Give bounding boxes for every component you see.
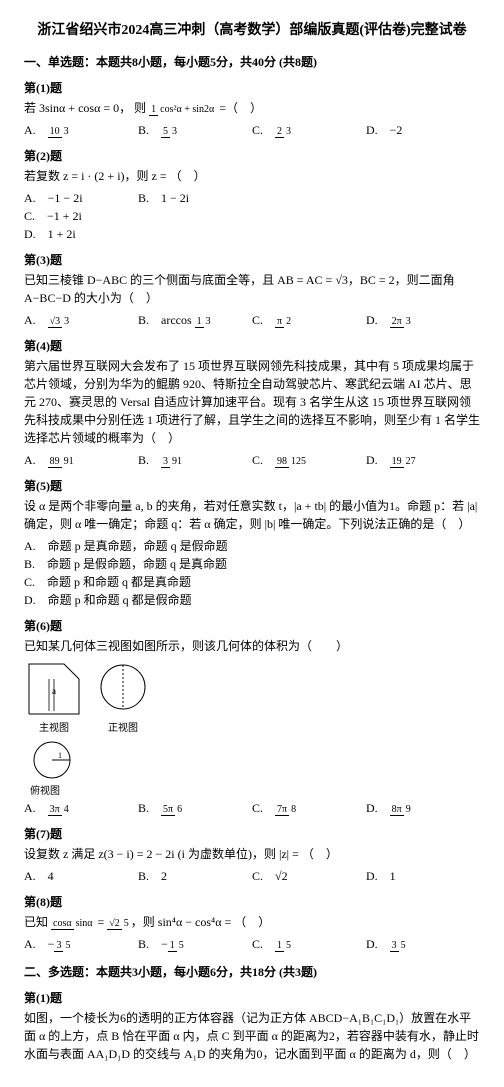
q7-opt-c: C. √2 bbox=[252, 867, 366, 885]
q3-opt-d: D. 2π3 bbox=[366, 311, 480, 329]
q1-opt-c: C. 23 bbox=[252, 121, 366, 139]
q8-opt-c: C. 15 bbox=[252, 935, 366, 953]
q6-head: 第(6)题 bbox=[24, 617, 480, 635]
q4-options: A. 8991 B. 391 C. 98125 D. 1927 bbox=[24, 451, 480, 469]
q1-opt-d: D. −2 bbox=[366, 121, 480, 139]
top-view-label: 俯视图 bbox=[30, 784, 480, 799]
q5-opt-d: D. 命题 p 和命题 q 都是假命题 bbox=[24, 591, 480, 609]
q6-stem: 已知某几何体三视图如图所示，则该几何体的体积为（ ） bbox=[24, 637, 480, 655]
q3-options: A. √33 B. arccos 13 C. π2 D. 2π3 bbox=[24, 311, 480, 329]
q2-options: A. −1 − 2i B. 1 − 2i C. −1 + 2i D. 1 + 2… bbox=[24, 189, 480, 243]
q3-opt-a: A. √33 bbox=[24, 311, 138, 329]
q8-opt-d: D. 35 bbox=[366, 935, 480, 953]
svg-text:1: 1 bbox=[58, 751, 62, 760]
q7-stem: 设复数 z 满足 z(3 − i) = 2 − 2i (i 为虚数单位)，则 |… bbox=[24, 845, 480, 863]
q5-opt-b: B. 命题 p 是假命题，命题 q 是真命题 bbox=[24, 555, 480, 573]
section-1-head: 一、单选题：本题共8小题，每小题5分，共40分 (共8题) bbox=[24, 53, 480, 71]
q4-opt-c: C. 98125 bbox=[252, 451, 366, 469]
q5-stem: 设 α 是两个非零向量 a, b 的夹角，若对任意实数 t，|a + tb| 的… bbox=[24, 497, 480, 533]
q1-opt-b: B. 53 bbox=[138, 121, 252, 139]
q1-options: A. 103 B. 53 C. 23 D. −2 bbox=[24, 121, 480, 139]
m1-stem: 如图，一个棱长为6的透明的正方体容器（记为正方体 ABCD−A₁B₁C₁D₁）放… bbox=[24, 1009, 480, 1063]
page-title: 浙江省绍兴市2024高三冲刺（高考数学）部编版真题(评估卷)完整试卷 bbox=[24, 20, 480, 41]
q6-diagram: a 主视图 正视图 bbox=[24, 659, 480, 736]
q8-options: A. −35 B. −15 C. 15 D. 35 bbox=[24, 935, 480, 953]
q8-stem: 已知 cosαsinα = √25，则 sin⁴α − cos⁴α = （ ） bbox=[24, 913, 480, 931]
q7-opt-b: B. 2 bbox=[138, 867, 252, 885]
q5-opt-c: C. 命题 p 和命题 q 都是真命题 bbox=[24, 573, 480, 591]
q8-opt-a: A. −35 bbox=[24, 935, 138, 953]
top-view-svg: 1 bbox=[30, 738, 74, 782]
q1-head: 第(1)题 bbox=[24, 79, 480, 97]
q4-opt-d: D. 1927 bbox=[366, 451, 480, 469]
side-view-svg bbox=[98, 659, 148, 719]
q3-stem: 已知三棱锥 D−ABC 的三个侧面与底面全等，且 AB = AC = √3，BC… bbox=[24, 271, 480, 307]
q8-head: 第(8)题 bbox=[24, 893, 480, 911]
side-view-label: 正视图 bbox=[98, 721, 148, 736]
q6-options: A. 3π4 B. 5π6 C. 7π8 D. 8π9 bbox=[24, 799, 480, 817]
q4-opt-a: A. 8991 bbox=[24, 451, 138, 469]
q4-head: 第(4)题 bbox=[24, 337, 480, 355]
q1-stem: 若 3sinα + cosα = 0， 则 1cos²α + sin2α =（ … bbox=[24, 99, 480, 117]
q2-opt-c: C. −1 + 2i bbox=[24, 207, 480, 225]
q6-opt-b: B. 5π6 bbox=[138, 799, 252, 817]
q6-opt-c: C. 7π8 bbox=[252, 799, 366, 817]
q2-opt-d: D. 1 + 2i bbox=[24, 225, 480, 243]
q7-options: A. 4 B. 2 C. √2 D. 1 bbox=[24, 867, 480, 885]
m1-head: 第(1)题 bbox=[24, 989, 480, 1007]
q3-opt-c: C. π2 bbox=[252, 311, 366, 329]
q7-opt-a: A. 4 bbox=[24, 867, 138, 885]
q3-head: 第(3)题 bbox=[24, 251, 480, 269]
q5-opt-a: A. 命题 p 是真命题，命题 q 是假命题 bbox=[24, 537, 480, 555]
q2-stem: 若复数 z = i · (2 + i)，则 z = （ ） bbox=[24, 167, 480, 185]
q7-head: 第(7)题 bbox=[24, 825, 480, 843]
main-view-label: 主视图 bbox=[24, 721, 84, 736]
main-view-svg: a bbox=[24, 659, 84, 719]
q3-opt-b: B. arccos 13 bbox=[138, 311, 252, 329]
q1-opt-a: A. 103 bbox=[24, 121, 138, 139]
section-2-head: 二、多选题：本题共3小题，每小题6分，共18分 (共3题) bbox=[24, 963, 480, 981]
q5-head: 第(5)题 bbox=[24, 477, 480, 495]
q8-opt-b: B. −15 bbox=[138, 935, 252, 953]
q4-opt-b: B. 391 bbox=[138, 451, 252, 469]
q2-head: 第(2)题 bbox=[24, 147, 480, 165]
q2-opt-a: A. −1 − 2i bbox=[24, 189, 138, 207]
q7-opt-d: D. 1 bbox=[366, 867, 480, 885]
q4-stem: 第六届世界互联网大会发布了 15 项世界互联网领先科技成果，其中有 5 项成果均… bbox=[24, 357, 480, 447]
q5-options: A. 命题 p 是真命题，命题 q 是假命题 B. 命题 p 是假命题，命题 q… bbox=[24, 537, 480, 609]
q2-opt-b: B. 1 − 2i bbox=[138, 189, 252, 207]
q6-opt-d: D. 8π9 bbox=[366, 799, 480, 817]
q6-opt-a: A. 3π4 bbox=[24, 799, 138, 817]
